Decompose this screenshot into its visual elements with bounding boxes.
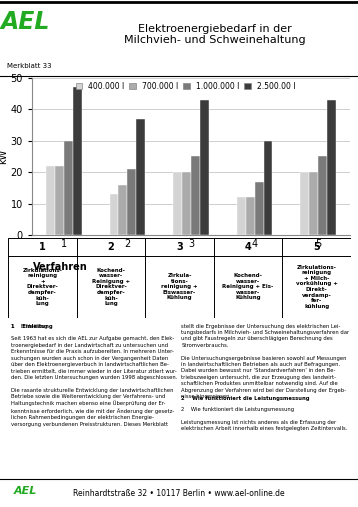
Bar — [46, 166, 55, 235]
Bar — [327, 100, 336, 235]
Bar — [246, 197, 255, 235]
Text: Zirkulations-
reinigung
+ Milch-
vorkühlung +
Direkt-
verdamp-
fer-
kühlung: Zirkulations- reinigung + Milch- vorkühl… — [296, 265, 338, 309]
Text: 4: 4 — [245, 242, 251, 252]
Text: 2: 2 — [107, 242, 114, 252]
Bar — [263, 141, 272, 235]
Bar — [318, 157, 327, 235]
Text: Reinhardtstraße 32 • 10117 Berlin • www.ael-online.de: Reinhardtstraße 32 • 10117 Berlin • www.… — [73, 489, 285, 498]
Bar — [255, 182, 263, 235]
Y-axis label: kW: kW — [0, 149, 8, 164]
Bar — [191, 157, 200, 235]
Bar — [73, 87, 82, 235]
Text: Kochend-
wasser-
Reinigung + Eis-
wasser-
Kühlung: Kochend- wasser- Reinigung + Eis- wasser… — [222, 273, 274, 301]
Text: Zirkula-
tions-
reinigung +
Eiswasser-
Kühlung: Zirkula- tions- reinigung + Eiswasser- K… — [161, 273, 198, 301]
Text: 2    Wie funktioniert die Leistungsmessung: 2 Wie funktioniert die Leistungsmessung — [181, 396, 310, 402]
Text: 5: 5 — [313, 242, 320, 252]
Text: 1    Einleitung: 1 Einleitung — [11, 323, 53, 329]
Bar — [309, 172, 318, 235]
Bar — [200, 100, 209, 235]
Bar — [55, 166, 64, 235]
Bar — [110, 194, 118, 235]
Bar — [64, 141, 73, 235]
Text: Zirkulations-
reinigung
+
Direktver-
dampfer-
küh-
lung: Zirkulations- reinigung + Direktver- dam… — [22, 268, 62, 306]
Bar — [182, 172, 191, 235]
Legend: 400.000 l, 700.000 l, 1.000.000 l, 2.500.00 l: 400.000 l, 700.000 l, 1.000.000 l, 2.500… — [74, 80, 297, 92]
Bar — [300, 172, 309, 235]
Text: Elektroenergiebedarf in der
Milchvieh- und Schweinehaltung: Elektroenergiebedarf in der Milchvieh- u… — [124, 23, 306, 45]
Bar — [136, 119, 145, 235]
Bar — [118, 185, 127, 235]
Bar — [173, 172, 182, 235]
Bar — [127, 169, 136, 235]
Text: Merkblatt 33: Merkblatt 33 — [7, 63, 52, 68]
Text: 3: 3 — [176, 242, 183, 252]
Text: AEL: AEL — [0, 10, 50, 34]
Text: AEL: AEL — [13, 486, 37, 496]
Bar — [237, 197, 246, 235]
Text: Kochend-
wasser-
Reinigung +
Direktver-
dampfer-
küh-
lung: Kochend- wasser- Reinigung + Direktver- … — [92, 268, 130, 306]
Text: 1: 1 — [39, 242, 46, 252]
Text: Verfahren: Verfahren — [33, 262, 87, 272]
Text: 1    Einleitung

Seit 1963 hat es sich die AEL zur Aufgabe gemacht, den Elek-
tr: 1 Einleitung Seit 1963 hat es sich die A… — [11, 323, 178, 426]
Text: stellt die Ergebnisse der Untersuchung des elektrischen Lei-
tungsbedarfs in Mil: stellt die Ergebnisse der Untersuchung d… — [181, 323, 349, 431]
